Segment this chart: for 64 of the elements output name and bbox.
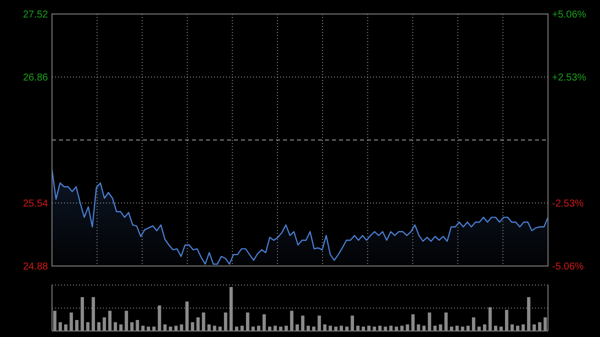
bar (532, 324, 536, 331)
y2-tick-label: -2.53% (552, 198, 584, 210)
y2-tick-label: -5.06% (552, 262, 584, 272)
bar (362, 326, 366, 331)
bar (224, 312, 228, 331)
bar (229, 287, 233, 331)
bar (75, 320, 78, 331)
bar (268, 326, 272, 331)
y-tick-label: 27.52 (22, 10, 48, 20)
bar (356, 326, 360, 331)
bar (108, 310, 112, 331)
bar (488, 307, 492, 331)
bar (482, 324, 486, 331)
bar (510, 324, 514, 331)
bar (505, 310, 508, 331)
bar (301, 316, 304, 331)
y-tick-label: 25.54 (22, 198, 48, 210)
bar (70, 312, 73, 331)
bar (124, 310, 128, 331)
bar (494, 326, 498, 331)
bar (86, 322, 90, 331)
bar (318, 316, 321, 331)
bar (257, 326, 260, 331)
bar (274, 326, 277, 331)
bar (234, 326, 238, 331)
bar (80, 297, 84, 331)
bar (328, 326, 332, 331)
bar (312, 326, 316, 331)
bar (284, 326, 288, 331)
bar (240, 326, 244, 331)
bar (262, 314, 266, 331)
bar (538, 322, 542, 331)
bar (246, 312, 250, 331)
bar (64, 324, 68, 331)
bar (97, 322, 100, 331)
y-tick-label: 24.88 (22, 262, 48, 272)
bar (340, 326, 343, 331)
bar (334, 326, 338, 331)
bar (544, 317, 547, 331)
y2-tick-label: +2.53% (552, 72, 586, 84)
bar (345, 326, 348, 331)
bar (114, 322, 118, 331)
bar (472, 317, 476, 331)
bar (500, 326, 503, 331)
bar (102, 317, 106, 331)
bar (290, 310, 294, 331)
bar (522, 324, 525, 331)
bar (58, 322, 62, 331)
y-tick-label: 26.86 (22, 72, 48, 84)
bar (527, 297, 530, 331)
bar (296, 324, 299, 331)
bar (367, 326, 371, 331)
bar (350, 316, 354, 331)
bar (516, 326, 520, 331)
bar (119, 324, 123, 331)
bar (92, 297, 95, 331)
bar (372, 326, 376, 331)
bar (323, 324, 326, 331)
bar (252, 326, 255, 331)
bar (53, 310, 56, 331)
bar (306, 326, 310, 331)
bar (279, 326, 282, 331)
y2-tick-label: +5.06% (552, 10, 586, 20)
bar (477, 326, 481, 331)
